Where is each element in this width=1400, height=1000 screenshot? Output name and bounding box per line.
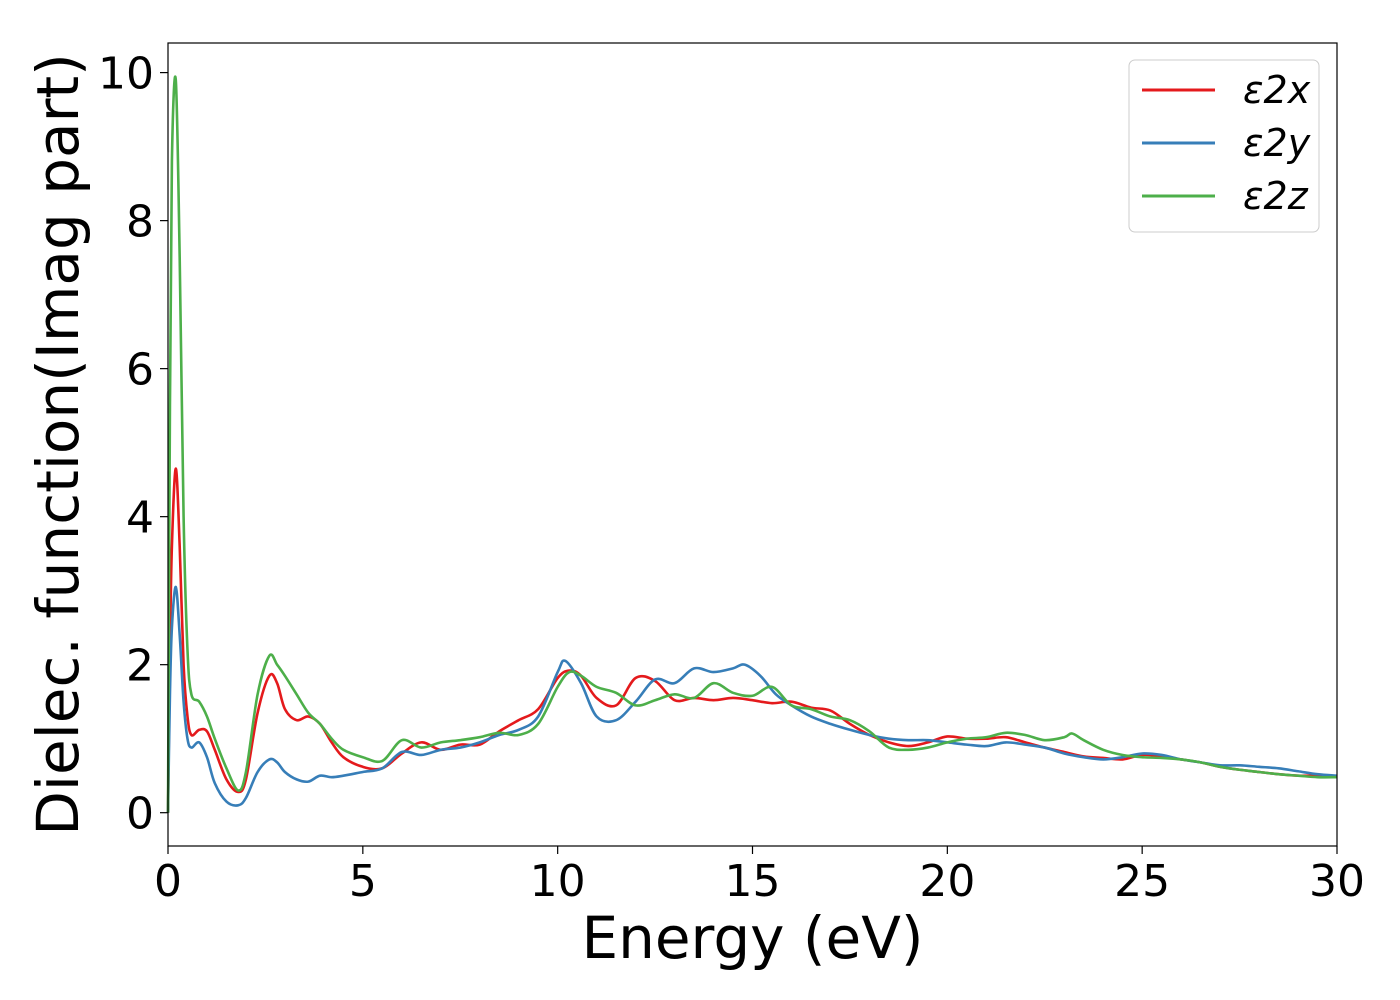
x-axis-ticks: 0 5 10 15 20 25 30 [154, 846, 1365, 907]
series-line-2 [166, 585, 1338, 813]
legend-label: ε2x [1243, 68, 1311, 112]
x-tick-label: 30 [1309, 856, 1365, 907]
y-axis-label: Dielec. function(Imag part) [24, 53, 92, 836]
y-tick-label: 4 [126, 493, 154, 544]
x-axis-label: Energy (eV) [581, 904, 923, 972]
x-tick-label: 5 [349, 856, 377, 907]
x-tick-label: 10 [530, 856, 586, 907]
x-tick-label: 15 [725, 856, 781, 907]
y-tick-label: 2 [126, 641, 154, 692]
series-line-3 [166, 75, 1338, 813]
y-tick-label: 6 [126, 345, 154, 396]
y-tick-label: 8 [126, 197, 154, 248]
legend-label: ε2z [1243, 174, 1309, 218]
series-line-1 [166, 467, 1338, 813]
legend-label: ε2y [1243, 121, 1311, 165]
y-axis-ticks: 0 2 4 6 8 10 [98, 49, 168, 840]
y-tick-label: 10 [98, 49, 154, 100]
legend-box [1128, 59, 1320, 233]
x-tick-label: 0 [154, 856, 182, 907]
legend: ε2x ε2y ε2z [1128, 59, 1320, 233]
y-tick-label: 0 [126, 789, 154, 840]
plot-lines [166, 75, 1338, 813]
x-tick-label: 25 [1114, 856, 1170, 907]
x-tick-label: 20 [919, 856, 975, 907]
